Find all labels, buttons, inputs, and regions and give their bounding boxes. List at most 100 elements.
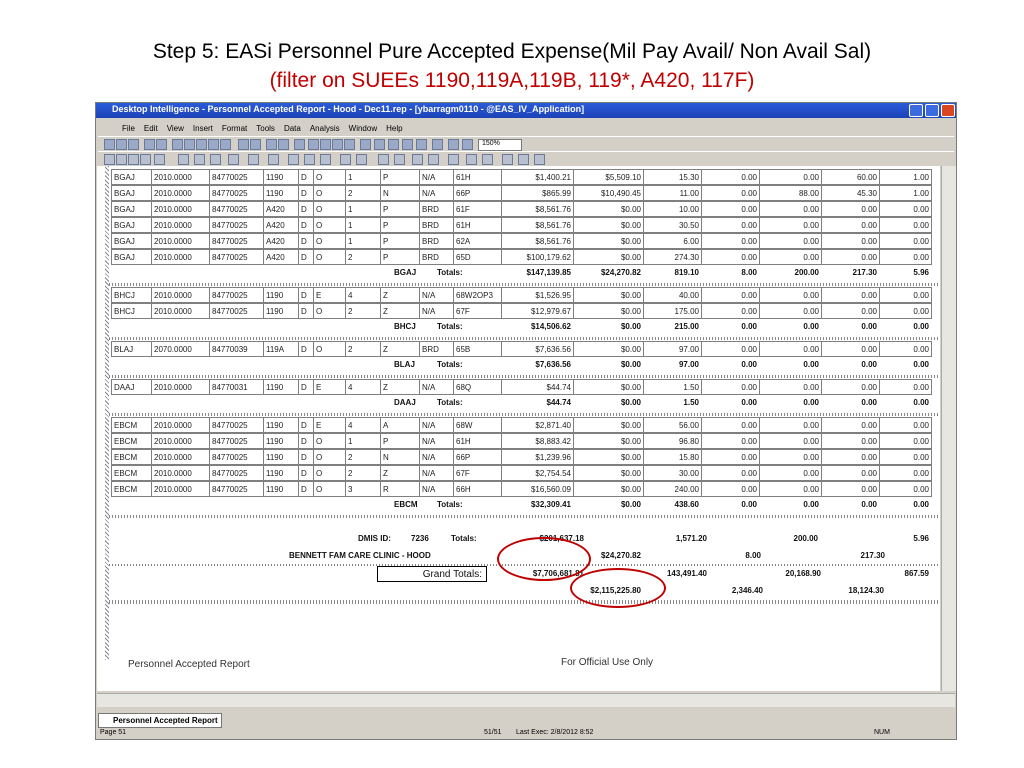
table-cell: N <box>380 185 420 201</box>
toolbar-icon[interactable] <box>178 154 189 165</box>
toolbar-icon[interactable] <box>344 139 355 150</box>
toolbar-icon[interactable] <box>116 154 127 165</box>
menu-item[interactable]: Insert <box>192 123 213 133</box>
toolbar-icon[interactable] <box>208 139 219 150</box>
total-value: $44.74 <box>546 398 571 407</box>
table-cell: 2010.0000 <box>151 185 210 201</box>
toolbar-icon[interactable] <box>116 139 127 150</box>
total-value: 0.00 <box>741 398 757 407</box>
table-cell: 0.00 <box>701 169 760 185</box>
toolbar-icon[interactable] <box>238 139 249 150</box>
dmis-value: 1,571.20 <box>675 534 707 543</box>
toolbar-icon[interactable] <box>428 154 439 165</box>
toolbar-icon[interactable] <box>374 139 385 150</box>
table-cell: 67F <box>453 303 502 319</box>
toolbar-icon[interactable] <box>448 154 459 165</box>
toolbar-icon[interactable] <box>466 154 477 165</box>
toolbar-icon[interactable] <box>388 139 399 150</box>
menu-item[interactable]: Data <box>283 123 301 133</box>
toolbar-icon[interactable] <box>250 139 261 150</box>
toolbar-icon[interactable] <box>412 154 423 165</box>
maximize-button[interactable] <box>925 104 939 117</box>
toolbar-icon[interactable] <box>378 154 389 165</box>
report-tab[interactable]: Personnel Accepted Report <box>98 713 222 728</box>
toolbar-icon[interactable] <box>518 154 529 165</box>
toolbar-icon[interactable] <box>184 139 195 150</box>
clinic-value: 8.00 <box>745 551 761 560</box>
group-separator <box>109 375 939 378</box>
toolbar-icon[interactable] <box>104 154 115 165</box>
toolbar-icon[interactable] <box>534 154 545 165</box>
table-cell: 0.00 <box>759 433 822 449</box>
toolbar-icon[interactable] <box>172 139 183 150</box>
menu-item[interactable]: Analysis <box>309 123 340 133</box>
toolbar-icon[interactable] <box>340 154 351 165</box>
toolbar-icon[interactable] <box>432 139 443 150</box>
toolbar-icon[interactable] <box>144 139 155 150</box>
toolbar-icon[interactable] <box>402 139 413 150</box>
toolbar-icon[interactable] <box>462 139 473 150</box>
toolbar-icon[interactable] <box>320 154 331 165</box>
toolbar-icon[interactable] <box>482 154 493 165</box>
toolbar-icon[interactable] <box>266 139 277 150</box>
clinic-value: 217.30 <box>860 551 885 560</box>
table-cell: 56.00 <box>643 417 702 433</box>
table-cell: 0.00 <box>759 465 822 481</box>
toolbar-icon[interactable] <box>104 139 115 150</box>
table-cell: BLAJ <box>111 341 152 357</box>
table-cell: 1190 <box>263 169 299 185</box>
table-cell: N/A <box>419 417 454 433</box>
menu-item[interactable]: Help <box>386 123 403 133</box>
toolbar-icon[interactable] <box>196 139 207 150</box>
table-cell: 61F <box>453 201 502 217</box>
table-cell: 96.80 <box>643 433 702 449</box>
toolbar-icon[interactable] <box>194 154 205 165</box>
toolbar-icon[interactable] <box>128 154 139 165</box>
toolbar-icon[interactable] <box>220 139 231 150</box>
menu-item[interactable]: View <box>166 123 184 133</box>
toolbar-icon[interactable] <box>356 154 367 165</box>
horizontal-scrollbar[interactable] <box>97 693 955 707</box>
toolbar-icon[interactable] <box>416 139 427 150</box>
toolbar-icon[interactable] <box>288 154 299 165</box>
grand-value: 20,168.90 <box>785 569 821 578</box>
total-value: 0.00 <box>913 500 929 509</box>
toolbar-icon[interactable] <box>154 154 165 165</box>
table-cell: 1 <box>345 233 381 249</box>
toolbar-icon[interactable] <box>360 139 371 150</box>
table-cell: O <box>313 217 346 233</box>
toolbar-icon[interactable] <box>394 154 405 165</box>
toolbar-icon[interactable] <box>248 154 259 165</box>
menu-item[interactable]: Window <box>348 123 378 133</box>
report-edge <box>105 166 109 660</box>
menu-item[interactable]: Format <box>221 123 248 133</box>
toolbar-icon[interactable] <box>140 154 151 165</box>
table-cell: BGAJ <box>111 217 152 233</box>
toolbar-icon[interactable] <box>308 139 319 150</box>
toolbar-icon[interactable] <box>278 139 289 150</box>
toolbar-icon[interactable] <box>502 154 513 165</box>
menu-item[interactable]: Tools <box>256 123 275 133</box>
toolbar-icon[interactable] <box>448 139 459 150</box>
total-value: 0.00 <box>741 360 757 369</box>
toolbar-icon[interactable] <box>210 154 221 165</box>
menu-item[interactable]: Edit <box>143 123 158 133</box>
toolbar-icon[interactable] <box>332 139 343 150</box>
total-value: 819.10 <box>674 268 699 277</box>
total-value: $24,270.82 <box>600 268 641 277</box>
toolbar-icon[interactable] <box>128 139 139 150</box>
table-cell: D <box>298 217 314 233</box>
table-cell: 0.00 <box>701 217 760 233</box>
group-separator <box>109 283 939 286</box>
menu-item[interactable]: File <box>122 123 135 133</box>
toolbar-icon[interactable] <box>268 154 279 165</box>
toolbar-icon[interactable] <box>294 139 305 150</box>
minimize-button[interactable] <box>909 104 923 117</box>
zoom-box[interactable]: 150% <box>478 139 522 151</box>
toolbar-icon[interactable] <box>320 139 331 150</box>
toolbar-icon[interactable] <box>156 139 167 150</box>
toolbar-icon[interactable] <box>304 154 315 165</box>
toolbar-icon[interactable] <box>228 154 239 165</box>
close-button[interactable] <box>941 104 955 117</box>
vertical-scrollbar[interactable] <box>941 166 956 691</box>
